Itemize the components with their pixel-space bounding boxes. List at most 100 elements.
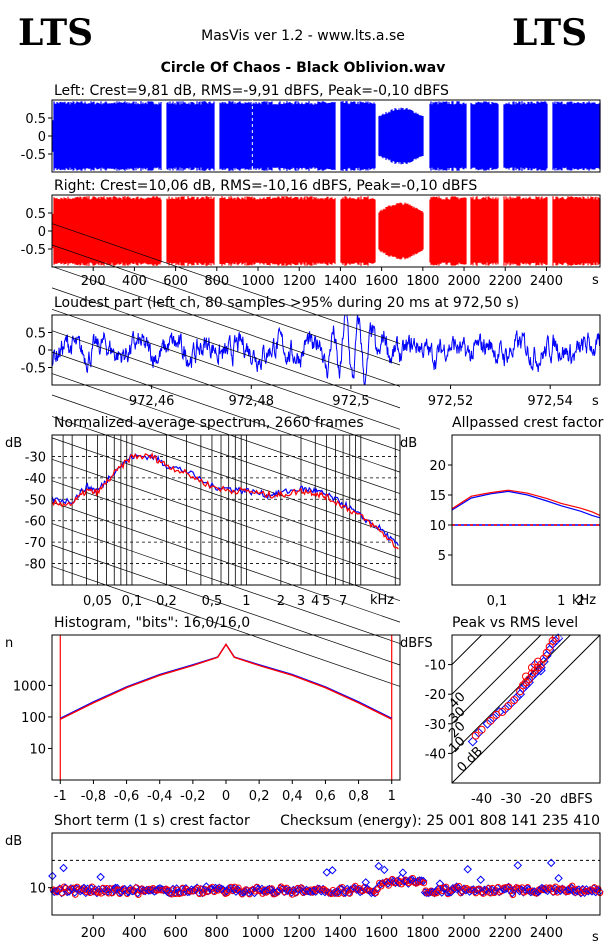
time-xtick-label: 1800 <box>406 274 439 289</box>
time-xtick-label: 400 <box>122 274 147 289</box>
spectrum-xtick-label: 7 <box>339 594 347 609</box>
spectrum-slope-line <box>51 373 401 494</box>
crest-xtick-label: 2 <box>576 594 584 609</box>
peak-rms-frame <box>451 634 601 784</box>
spectrum-slope-line <box>51 351 401 473</box>
spectrum-title: Normalized average spectrum, 2660 frames <box>54 415 364 431</box>
histogram-xtick-label: 0,2 <box>249 789 270 804</box>
loudest-ytick-label: 0.5 <box>25 327 46 342</box>
short-crest-point-left <box>463 865 472 874</box>
peak-rms-point-right <box>522 672 530 681</box>
crest-ytick-label: 10 <box>429 519 446 534</box>
peak-rms-point-right <box>471 731 480 740</box>
crest-xtick-label: 1 <box>557 594 565 609</box>
loudest-ytick-label: -0.5 <box>21 362 46 377</box>
peak-rms-point-right <box>477 725 486 734</box>
peak-rms-point-left <box>506 698 517 709</box>
time-xtick-label: 2200 <box>489 274 522 289</box>
peak-rms-diagonal <box>452 635 512 695</box>
logo-right: LTS <box>512 12 587 54</box>
peak-rms-point-right <box>527 663 536 672</box>
peak-rms-point-right <box>486 716 495 725</box>
histogram-xtick-label: -0,4 <box>147 789 172 804</box>
short-crest-xtick-label: 1000 <box>241 926 274 941</box>
peak-rms-point-left <box>550 635 561 646</box>
peak-rms-point-right <box>498 707 507 716</box>
short-crest-point-right <box>374 886 381 893</box>
short-crest-point-right <box>235 884 242 892</box>
time-xtick-label: 1400 <box>324 274 357 289</box>
spectrum-series-right <box>52 452 399 550</box>
short-crest-point-right <box>346 890 353 897</box>
spectrum-slope-line <box>51 566 401 687</box>
right-channel-waveform: 0.5 0 -0.5 <box>21 196 601 266</box>
short-crest-point-left <box>513 861 523 870</box>
histogram-title: Histogram, "bits": 16,0/16,0 <box>54 615 250 631</box>
loudest-xunit: s <box>592 394 599 409</box>
left-channel-ytick-label: 0.5 <box>25 112 46 127</box>
spectrum-xtick-label: 5 <box>322 594 330 609</box>
spectrum-ytick-label: -40 <box>25 472 46 487</box>
peak-rms-ytick-label: -10 <box>425 659 446 674</box>
right-xunit: s <box>592 273 599 288</box>
crest-title: Allpassed crest factor <box>452 415 604 431</box>
spectrum-ytick-label: -60 <box>25 515 46 530</box>
peak-rms-point-right <box>533 657 542 666</box>
histogram-xtick-label: 0 <box>222 789 230 804</box>
short-crest-point-right <box>505 883 513 891</box>
short-crest-title: Short term (1 s) crest factor <box>54 813 250 829</box>
short-crest-point-right <box>199 889 207 897</box>
spectrum-slope-line <box>51 244 401 366</box>
spectrum-xtick-label: 0,5 <box>202 594 223 609</box>
right-channel-ytick-label: 0.5 <box>25 207 46 222</box>
short-crest-point-right <box>385 882 392 889</box>
crest-frame <box>451 434 601 586</box>
short-crest-xtick-label: 800 <box>204 926 229 941</box>
short-crest-point-right <box>198 885 205 893</box>
short-crest-xtick-label: 1600 <box>365 926 398 941</box>
peak-rms-point-left <box>535 665 546 676</box>
peak-rms-ytick-label: -30 <box>425 718 446 733</box>
short-crest-point-left <box>48 871 57 881</box>
spectrum-slope-line <box>51 480 401 602</box>
time-xtick-label: 2000 <box>447 274 480 289</box>
short-crest-point-right <box>433 889 441 897</box>
short-crest-point-left <box>328 866 337 875</box>
peak-rms-diagonal <box>452 635 600 783</box>
histogram-xtick-label: -0,6 <box>114 789 139 804</box>
spectrum-xtick-label: 0,2 <box>156 594 177 609</box>
right-channel-frame <box>51 194 601 268</box>
peak-rms-point-right <box>548 636 557 645</box>
peak-rms-point-left <box>473 727 484 738</box>
short-crest-xtick-label: 1800 <box>406 926 439 941</box>
loudest-part-title: Loudest part (left ch, 80 samples >95% d… <box>54 295 519 311</box>
peak-rms-point-right <box>551 635 560 642</box>
short-crest-point-left <box>374 861 383 871</box>
histogram-frame <box>51 634 401 781</box>
short-crest-point-left <box>59 863 68 873</box>
peak-rms-point-left <box>500 704 511 714</box>
spectrum-slope-line <box>51 308 401 430</box>
short-crest-point-right <box>420 879 428 887</box>
histogram-ylabel: n <box>5 636 13 651</box>
peak-rms-point-right <box>530 666 539 675</box>
peak-rms-diagonal <box>452 635 483 666</box>
spectrum-slope-line <box>51 458 401 580</box>
short-crest-xtick-label: 2400 <box>530 926 563 941</box>
histogram-series-right <box>59 643 393 720</box>
spectrum-xtick-label: 3 <box>297 594 305 609</box>
logo-left: LTS <box>18 12 93 54</box>
time-xtick-label: 1600 <box>365 274 398 289</box>
spectrum-slope-line <box>51 223 401 344</box>
spectrum-slope-line <box>51 287 401 409</box>
loudest-xtick-label: 972,46 <box>129 394 175 409</box>
peak-rms-xtick-label: -40 <box>471 792 492 807</box>
peak-rms-point-right <box>510 696 519 705</box>
spectrum-slope-line <box>51 544 401 666</box>
peak-rms-ytick-label: -20 <box>425 688 446 703</box>
peak-rms-point-left <box>512 692 523 703</box>
short-crest-xtick-label: 2000 <box>447 926 480 941</box>
spectrum-xtick-label: 1 <box>242 594 250 609</box>
histogram-series-left <box>59 643 393 720</box>
